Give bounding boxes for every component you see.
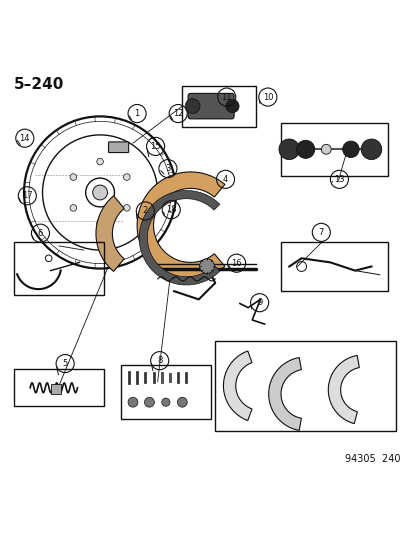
Circle shape xyxy=(225,100,238,112)
Text: 3: 3 xyxy=(165,164,170,173)
FancyBboxPatch shape xyxy=(188,93,234,119)
Text: 13: 13 xyxy=(333,175,344,184)
Circle shape xyxy=(320,144,330,154)
Text: 8: 8 xyxy=(157,356,162,365)
Bar xyxy=(215,341,395,431)
Polygon shape xyxy=(328,356,358,424)
Bar xyxy=(152,372,154,383)
Circle shape xyxy=(97,220,103,227)
Bar xyxy=(14,242,104,295)
Circle shape xyxy=(144,397,154,407)
Polygon shape xyxy=(268,358,301,431)
Bar xyxy=(144,373,146,383)
Text: 4: 4 xyxy=(222,175,228,184)
Circle shape xyxy=(185,99,199,114)
Bar xyxy=(280,123,387,176)
Circle shape xyxy=(278,139,299,159)
Polygon shape xyxy=(96,196,124,271)
Circle shape xyxy=(123,205,130,211)
Bar xyxy=(136,372,138,384)
Bar xyxy=(120,365,211,418)
Circle shape xyxy=(161,398,170,406)
Bar xyxy=(128,372,130,384)
Text: 14: 14 xyxy=(19,134,30,143)
Text: 7: 7 xyxy=(318,228,323,237)
Bar xyxy=(185,372,187,383)
Circle shape xyxy=(70,174,76,180)
Circle shape xyxy=(177,397,187,407)
Circle shape xyxy=(199,259,214,273)
Bar xyxy=(160,373,162,383)
Text: 12: 12 xyxy=(173,109,183,118)
Text: 10: 10 xyxy=(262,93,273,102)
Bar xyxy=(177,373,179,383)
Bar xyxy=(169,373,171,382)
Circle shape xyxy=(360,139,381,159)
Text: 5: 5 xyxy=(62,359,68,368)
Text: 5–240: 5–240 xyxy=(14,77,64,92)
Circle shape xyxy=(70,205,76,211)
Text: 1: 1 xyxy=(134,109,139,118)
Bar xyxy=(14,369,104,406)
Text: 17: 17 xyxy=(22,191,33,200)
Bar xyxy=(280,242,387,291)
Circle shape xyxy=(93,185,107,200)
Polygon shape xyxy=(137,172,224,279)
Circle shape xyxy=(123,174,130,180)
Text: 9: 9 xyxy=(256,298,261,307)
Text: 11: 11 xyxy=(221,93,231,102)
Text: 6: 6 xyxy=(38,229,43,238)
Circle shape xyxy=(128,397,138,407)
Polygon shape xyxy=(223,351,252,421)
Text: 15: 15 xyxy=(150,142,161,151)
FancyBboxPatch shape xyxy=(108,142,128,152)
Circle shape xyxy=(296,140,314,158)
Circle shape xyxy=(97,158,103,165)
Text: 16: 16 xyxy=(231,259,241,268)
Polygon shape xyxy=(139,190,219,285)
Bar xyxy=(182,86,256,127)
Text: 18: 18 xyxy=(166,205,176,214)
Circle shape xyxy=(342,141,358,158)
Bar xyxy=(51,384,61,394)
Text: 2: 2 xyxy=(142,206,147,215)
Text: 94305  240: 94305 240 xyxy=(344,454,399,464)
